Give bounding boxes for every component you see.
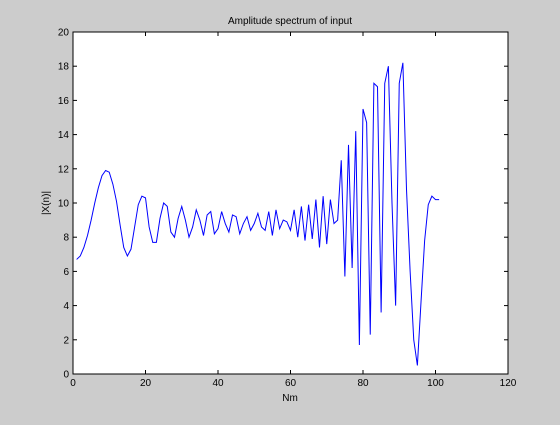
y-tick-label: 12 <box>58 164 70 175</box>
y-tick-label: 6 <box>63 267 69 278</box>
axes-box <box>72 31 509 375</box>
y-tick-label: 20 <box>58 28 70 39</box>
x-tick-label: 80 <box>357 378 369 389</box>
y-tick-label: 8 <box>63 233 69 244</box>
y-tick-label: 14 <box>58 130 70 141</box>
y-axis-label: |X(n)| <box>41 191 52 215</box>
x-tick-label: 100 <box>427 378 444 389</box>
x-tick-label: 20 <box>140 378 152 389</box>
y-tick-label: 18 <box>58 62 70 73</box>
x-tick-label: 40 <box>212 378 224 389</box>
series-line <box>76 62 440 366</box>
y-tick-label: 10 <box>58 199 70 210</box>
x-tick-label: 120 <box>500 378 517 389</box>
axes-background <box>73 32 508 374</box>
x-axis-label: Nm <box>282 393 298 404</box>
y-tick-label: 0 <box>63 370 69 381</box>
x-tick-label: 60 <box>285 378 297 389</box>
chart-title: Amplitude spectrum of input <box>228 16 352 27</box>
y-tick-label: 2 <box>63 335 69 346</box>
x-tick-label: 0 <box>70 378 76 389</box>
tick-labels-layer: 0 20 40 60 80 100 120 0 2 4 6 8 10 12 14 16 18 20 <box>58 28 517 390</box>
y-tick-label: 4 <box>63 301 69 312</box>
y-tick-label: 16 <box>58 96 70 107</box>
